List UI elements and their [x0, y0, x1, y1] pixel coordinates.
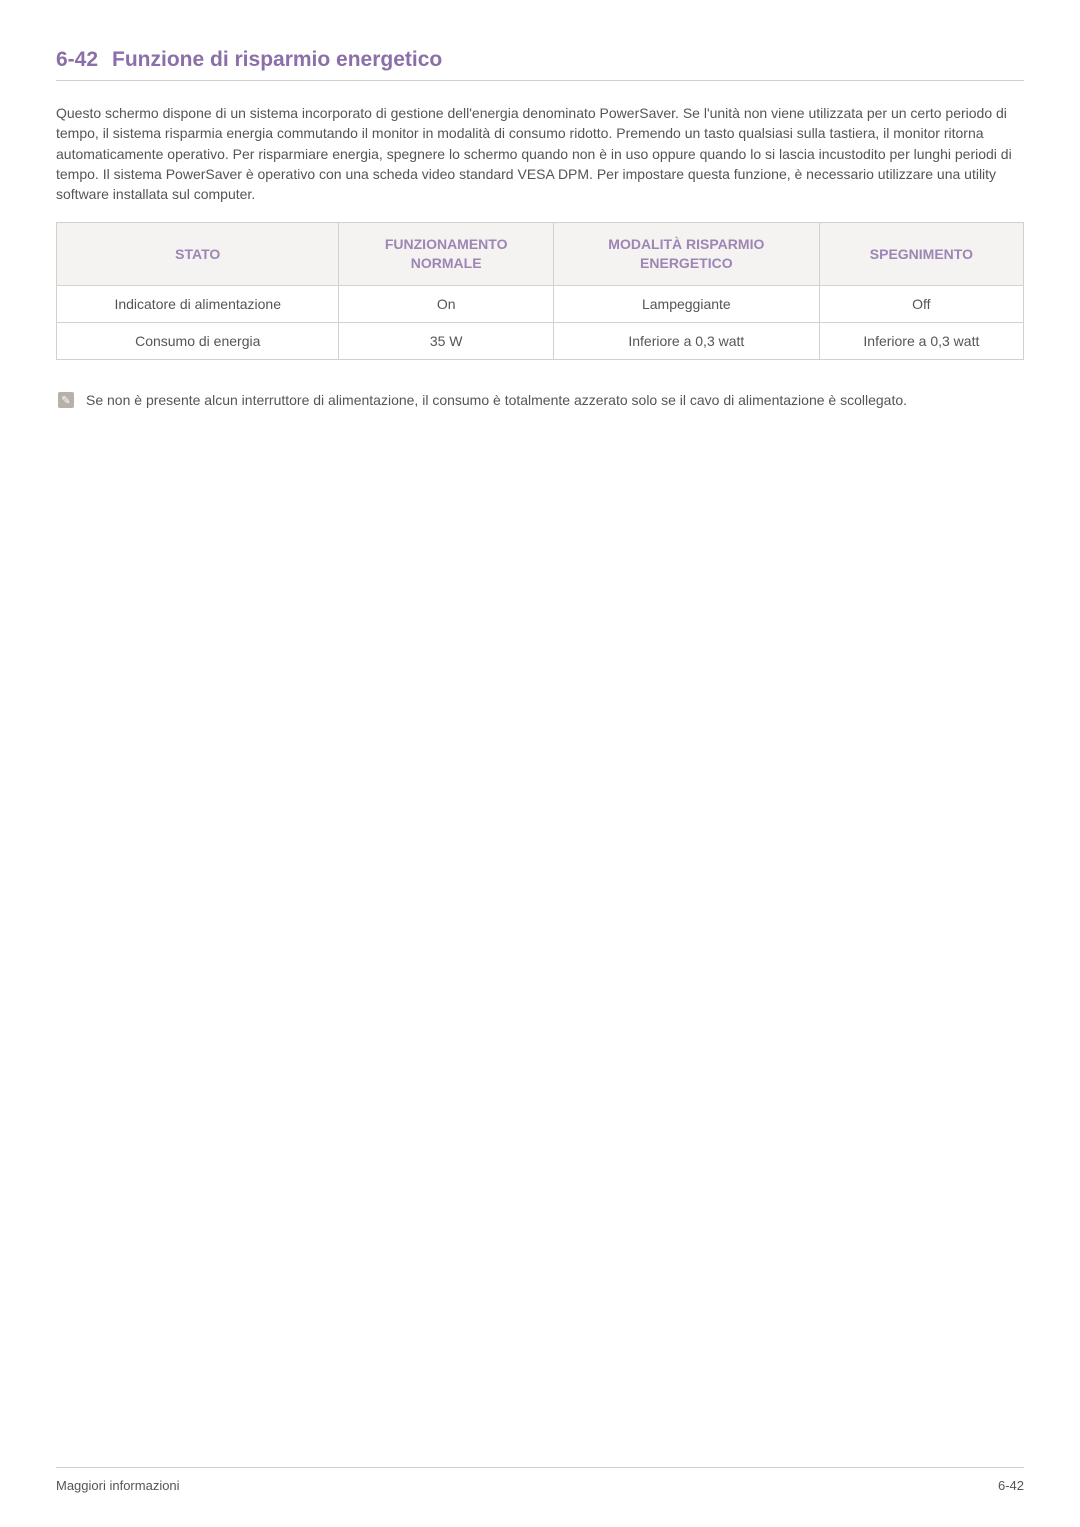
note-block: ✎ Se non è presente alcun interruttore d…	[56, 390, 1024, 411]
section-heading: 6-42 Funzione di risparmio energetico	[56, 48, 1024, 72]
table-cell: Consumo di energia	[56, 323, 339, 360]
page-footer: Maggiori informazioni 6-42	[56, 1467, 1024, 1493]
col-header: FUNZIONAMENTONORMALE	[339, 222, 553, 286]
table-cell: Off	[820, 286, 1024, 323]
section-title: Funzione di risparmio energetico	[112, 48, 442, 71]
table-row: Indicatore di alimentazione On Lampeggia…	[56, 286, 1024, 323]
table-row: Consumo di energia 35 W Inferiore a 0,3 …	[56, 323, 1024, 360]
section-number: 6-42	[56, 48, 98, 71]
footer-left: Maggiori informazioni	[56, 1478, 180, 1493]
col-header: SPEGNIMENTO	[820, 222, 1024, 286]
table-cell: Inferiore a 0,3 watt	[820, 323, 1024, 360]
col-header: MODALITÀ RISPARMIOENERGETICO	[554, 222, 820, 286]
table-cell: Lampeggiante	[554, 286, 820, 323]
footer-right: 6-42	[998, 1478, 1024, 1493]
table-cell: Indicatore di alimentazione	[56, 286, 339, 323]
power-table: STATO FUNZIONAMENTONORMALE MODALITÀ RISP…	[56, 222, 1024, 360]
table-cell: 35 W	[339, 323, 553, 360]
intro-paragraph: Questo schermo dispone di un sistema inc…	[56, 103, 1024, 204]
note-text: Se non è presente alcun interruttore di …	[86, 390, 907, 411]
table-cell: Inferiore a 0,3 watt	[554, 323, 820, 360]
footer-rule	[56, 1467, 1024, 1468]
heading-rule	[56, 80, 1024, 81]
table-cell: On	[339, 286, 553, 323]
table-header-row: STATO FUNZIONAMENTONORMALE MODALITÀ RISP…	[56, 222, 1024, 286]
col-header: STATO	[56, 222, 339, 286]
note-icon: ✎	[58, 392, 74, 408]
